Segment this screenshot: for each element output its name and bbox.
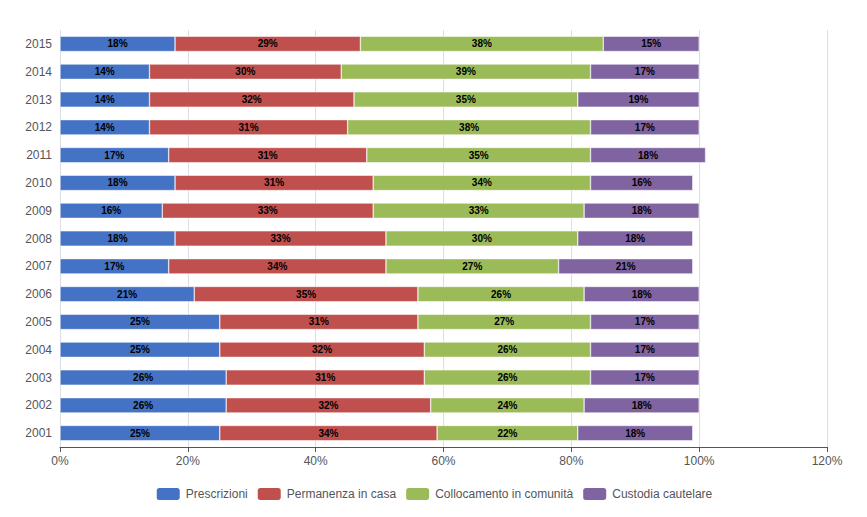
svg-text:18%: 18% xyxy=(632,205,652,216)
svg-text:26%: 26% xyxy=(491,289,511,300)
svg-text:0%: 0% xyxy=(51,454,69,468)
svg-text:2005: 2005 xyxy=(25,315,52,329)
svg-text:Custodia cautelare: Custodia cautelare xyxy=(612,487,712,501)
svg-text:38%: 38% xyxy=(459,122,479,133)
svg-text:16%: 16% xyxy=(632,177,652,188)
svg-text:17%: 17% xyxy=(104,150,124,161)
svg-text:24%: 24% xyxy=(497,400,517,411)
svg-text:120%: 120% xyxy=(812,454,843,468)
svg-text:80%: 80% xyxy=(559,454,583,468)
svg-text:2003: 2003 xyxy=(25,371,52,385)
svg-text:2014: 2014 xyxy=(25,65,52,79)
svg-text:31%: 31% xyxy=(309,316,329,327)
svg-text:19%: 19% xyxy=(628,94,648,105)
svg-text:33%: 33% xyxy=(469,205,489,216)
svg-text:2004: 2004 xyxy=(25,343,52,357)
svg-text:26%: 26% xyxy=(133,400,153,411)
svg-text:25%: 25% xyxy=(130,428,150,439)
svg-text:21%: 21% xyxy=(117,289,137,300)
svg-text:27%: 27% xyxy=(494,316,514,327)
svg-text:60%: 60% xyxy=(431,454,455,468)
svg-text:14%: 14% xyxy=(95,66,115,77)
svg-text:17%: 17% xyxy=(104,261,124,272)
svg-text:34%: 34% xyxy=(472,177,492,188)
svg-text:33%: 33% xyxy=(271,233,291,244)
svg-text:18%: 18% xyxy=(638,150,658,161)
svg-text:21%: 21% xyxy=(616,261,636,272)
svg-text:29%: 29% xyxy=(258,38,278,49)
svg-text:31%: 31% xyxy=(239,122,259,133)
svg-text:2007: 2007 xyxy=(25,259,52,273)
svg-text:2006: 2006 xyxy=(25,287,52,301)
svg-text:15%: 15% xyxy=(641,38,661,49)
svg-text:20%: 20% xyxy=(176,454,200,468)
svg-text:17%: 17% xyxy=(635,122,655,133)
svg-text:25%: 25% xyxy=(130,344,150,355)
svg-text:18%: 18% xyxy=(625,233,645,244)
svg-text:40%: 40% xyxy=(304,454,328,468)
svg-text:31%: 31% xyxy=(315,372,335,383)
svg-text:100%: 100% xyxy=(684,454,715,468)
svg-text:35%: 35% xyxy=(469,150,489,161)
svg-text:38%: 38% xyxy=(472,38,492,49)
svg-text:Prescrizioni: Prescrizioni xyxy=(186,487,248,501)
svg-text:2002: 2002 xyxy=(25,398,52,412)
svg-text:35%: 35% xyxy=(296,289,316,300)
svg-text:Permanenza in casa: Permanenza in casa xyxy=(287,487,397,501)
svg-text:14%: 14% xyxy=(95,94,115,105)
svg-text:25%: 25% xyxy=(130,316,150,327)
svg-text:34%: 34% xyxy=(318,428,338,439)
svg-text:30%: 30% xyxy=(472,233,492,244)
svg-text:26%: 26% xyxy=(497,372,517,383)
svg-text:34%: 34% xyxy=(267,261,287,272)
svg-text:18%: 18% xyxy=(108,177,128,188)
svg-text:39%: 39% xyxy=(456,66,476,77)
svg-text:2013: 2013 xyxy=(25,93,52,107)
svg-text:26%: 26% xyxy=(133,372,153,383)
svg-text:2010: 2010 xyxy=(25,176,52,190)
svg-text:2009: 2009 xyxy=(25,204,52,218)
svg-text:17%: 17% xyxy=(635,372,655,383)
svg-text:17%: 17% xyxy=(635,66,655,77)
svg-text:16%: 16% xyxy=(101,205,121,216)
svg-text:18%: 18% xyxy=(108,233,128,244)
svg-text:32%: 32% xyxy=(318,400,338,411)
svg-text:2015: 2015 xyxy=(25,37,52,51)
svg-text:31%: 31% xyxy=(258,150,278,161)
svg-text:18%: 18% xyxy=(625,428,645,439)
svg-text:2011: 2011 xyxy=(26,148,52,162)
svg-text:22%: 22% xyxy=(497,428,517,439)
svg-text:32%: 32% xyxy=(312,344,332,355)
svg-text:14%: 14% xyxy=(95,122,115,133)
svg-text:Collocamento in comunità: Collocamento in comunità xyxy=(435,487,573,501)
svg-text:17%: 17% xyxy=(635,344,655,355)
svg-text:35%: 35% xyxy=(456,94,476,105)
svg-text:2008: 2008 xyxy=(25,232,52,246)
svg-text:31%: 31% xyxy=(264,177,284,188)
svg-text:2012: 2012 xyxy=(25,120,52,134)
svg-text:17%: 17% xyxy=(635,316,655,327)
svg-text:2001: 2001 xyxy=(25,426,52,440)
svg-text:18%: 18% xyxy=(632,289,652,300)
svg-text:26%: 26% xyxy=(497,344,517,355)
svg-text:30%: 30% xyxy=(235,66,255,77)
svg-text:32%: 32% xyxy=(242,94,262,105)
svg-text:18%: 18% xyxy=(108,38,128,49)
svg-text:18%: 18% xyxy=(632,400,652,411)
svg-text:27%: 27% xyxy=(462,261,482,272)
svg-text:33%: 33% xyxy=(258,205,278,216)
